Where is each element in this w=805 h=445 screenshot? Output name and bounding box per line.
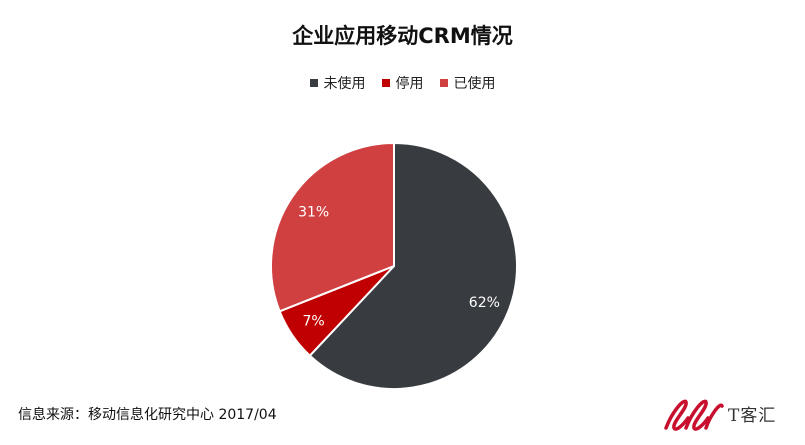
- legend-item-discontinued: 停用: [381, 73, 424, 93]
- legend-label-used: 已使用: [453, 76, 496, 92]
- label-unused: 62%: [469, 295, 500, 311]
- source-note: 信息来源：移动信息化研究中心 2017/04: [18, 407, 277, 423]
- slice-unused: [308, 141, 518, 390]
- slice-used: [270, 141, 395, 313]
- logo-mark-icon: [664, 399, 724, 431]
- legend-swatch-discontinued: [381, 79, 390, 87]
- legend-swatch-unused: [309, 79, 318, 87]
- chart-title: 企业应用移动CRM情况: [292, 24, 513, 48]
- label-used: 31%: [298, 204, 329, 220]
- legend-label-unused: 未使用: [323, 76, 366, 92]
- legend-item-used: 已使用: [439, 73, 496, 93]
- logo-text: T客汇: [728, 405, 777, 426]
- legend-item-unused: 未使用: [309, 73, 366, 93]
- label-discontinued: 7%: [303, 314, 325, 330]
- legend: 未使用 停用 已使用: [0, 73, 805, 93]
- legend-label-discontinued: 停用: [395, 76, 424, 92]
- watermark-logo: T客汇: [662, 392, 776, 434]
- legend-swatch-used: [439, 79, 448, 87]
